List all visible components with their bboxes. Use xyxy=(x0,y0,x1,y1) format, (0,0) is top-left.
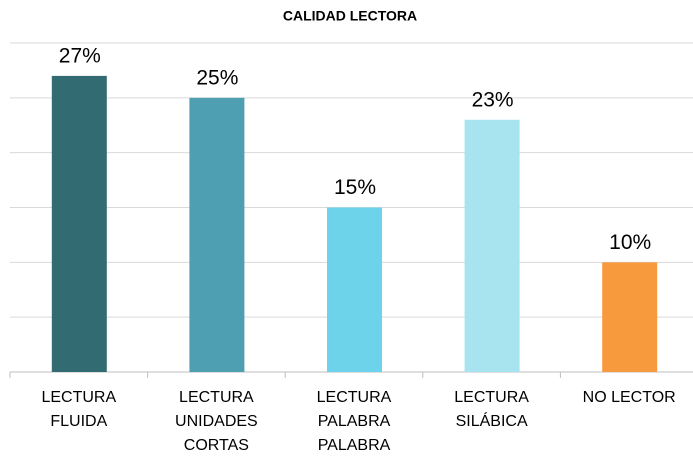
data-label: 25% xyxy=(196,66,238,89)
x-tick-label: LECTURA UNIDADES CORTAS xyxy=(175,389,258,454)
data-label: 23% xyxy=(472,88,514,111)
x-tick-label: LECTURA PALABRA PALABRA xyxy=(316,389,392,454)
x-tick-label: LECTURA SILÁBICA xyxy=(454,389,529,430)
bar xyxy=(51,75,107,373)
x-tick-label: LECTURA FLUIDA xyxy=(41,389,117,430)
chart-title: CALIDAD LECTORA xyxy=(283,8,417,24)
bar xyxy=(464,119,520,373)
data-label: 27% xyxy=(59,44,101,67)
x-tick-label: NO LECTOR xyxy=(582,389,676,406)
bar xyxy=(189,97,245,372)
bar xyxy=(327,207,382,372)
data-label: 10% xyxy=(609,231,651,254)
bar xyxy=(602,262,658,372)
data-label: 15% xyxy=(334,176,376,199)
